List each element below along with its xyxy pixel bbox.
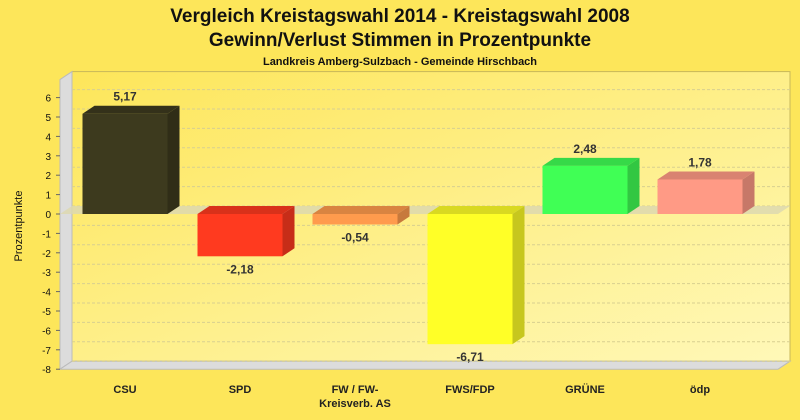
data-label: -2,18 <box>226 262 254 276</box>
bar-side <box>397 206 410 225</box>
x-tick-label: SPD <box>229 384 252 396</box>
bar-side <box>742 171 755 214</box>
y-tick-label: -2 <box>42 249 51 260</box>
bar-4 <box>542 157 640 214</box>
bar-side <box>512 206 525 345</box>
bar-front <box>542 165 628 214</box>
x-tick-label: ödp <box>690 384 710 396</box>
bar-2 <box>312 206 410 225</box>
y-tick-label: 5 <box>45 113 51 124</box>
x-tick-label: Kreisverb. AS <box>319 398 391 410</box>
bar-top <box>427 206 525 214</box>
data-label: -0,54 <box>341 230 369 244</box>
data-label: 5,17 <box>113 90 137 104</box>
bar-front <box>657 179 743 214</box>
y-tick-label: 0 <box>45 210 51 221</box>
bar-3 <box>427 206 525 345</box>
bar-side <box>167 105 180 214</box>
y-tick-label: -3 <box>42 268 51 279</box>
data-label: 1,78 <box>688 155 712 169</box>
y-tick-label: -1 <box>42 229 51 240</box>
bar-front <box>82 113 168 214</box>
bar-top <box>197 206 295 214</box>
y-tick-label: -5 <box>42 307 51 318</box>
chart-title-line2: Gewinn/Verlust Stimmen in Prozentpunkte <box>209 30 591 51</box>
chart-subtitle: Landkreis Amberg-Sulzbach - Gemeinde Hir… <box>263 56 537 68</box>
bar-top <box>657 171 755 180</box>
data-label: -6,71 <box>456 350 484 364</box>
x-tick-label: FW / FW- <box>332 384 379 396</box>
bar-front <box>427 214 513 345</box>
bar-top <box>82 105 180 114</box>
left-wall <box>59 70 73 371</box>
y-tick-label: 4 <box>45 132 51 143</box>
x-tick-label: GRÜNE <box>565 383 605 396</box>
y-tick-label: 3 <box>45 152 51 163</box>
bar-top <box>542 157 640 166</box>
bar-1 <box>197 206 295 257</box>
x-tick-label: FWS/FDP <box>445 384 495 396</box>
chart-title: Vergleich Kreistagswahl 2014 - Kreistags… <box>170 6 629 27</box>
y-axis-label: Prozentpunkte <box>13 191 25 262</box>
y-tick-label: 1 <box>45 191 51 202</box>
bar-5 <box>657 171 755 214</box>
bar-top <box>312 206 410 214</box>
bar-side <box>282 206 295 257</box>
y-tick-label: -4 <box>42 288 51 299</box>
data-label: 2,48 <box>573 142 597 156</box>
y-tick-label: -7 <box>42 346 51 357</box>
bar-front <box>312 214 398 225</box>
bar-front <box>197 214 283 257</box>
y-tick-label: -6 <box>42 326 51 337</box>
y-tick-label: -8 <box>42 365 51 376</box>
y-tick-label: 6 <box>45 94 51 105</box>
x-tick-label: CSU <box>113 384 136 396</box>
floor <box>58 360 792 370</box>
bar-side <box>627 157 640 214</box>
y-tick-label: 2 <box>45 171 51 182</box>
bar-0 <box>82 105 180 214</box>
